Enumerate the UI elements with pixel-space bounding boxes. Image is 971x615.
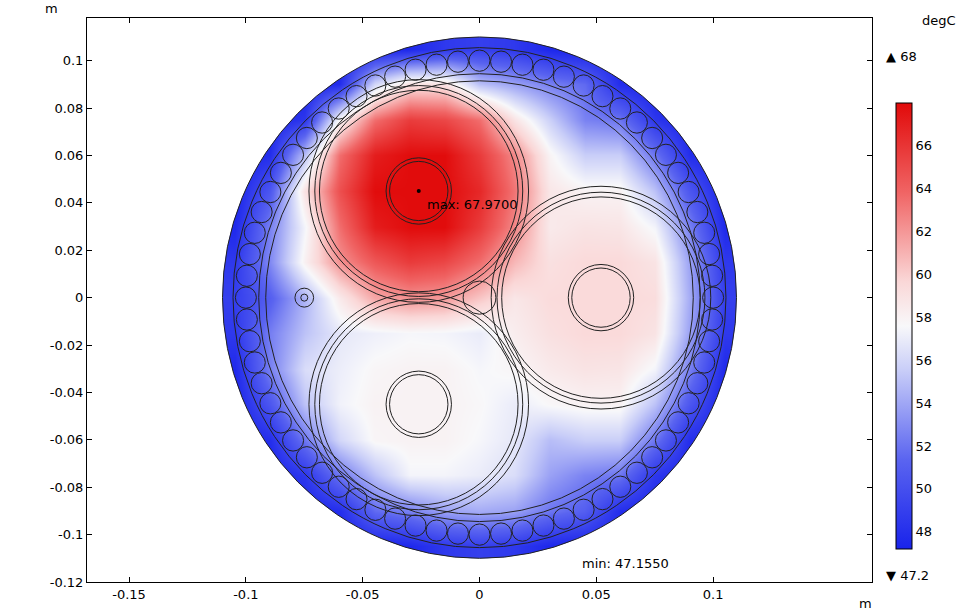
svg-text:60: 60 [916,267,933,282]
svg-text:50: 50 [916,481,933,496]
svg-text:m: m [859,596,872,611]
svg-text:▼ 47.2: ▼ 47.2 [886,568,929,583]
svg-text:66: 66 [916,138,933,153]
svg-text:max: 67.9700: max: 67.9700 [427,197,518,212]
svg-text:0.04: 0.04 [54,195,83,210]
svg-text:-0.04: -0.04 [50,385,84,400]
svg-text:-0.12: -0.12 [50,575,84,590]
svg-text:0.1: 0.1 [703,587,724,602]
svg-text:-0.06: -0.06 [50,432,84,447]
svg-text:-0.15: -0.15 [112,587,146,602]
svg-text:52: 52 [916,439,933,454]
svg-text:58: 58 [916,310,933,325]
svg-text:48: 48 [916,524,933,539]
svg-text:0.06: 0.06 [54,148,83,163]
svg-text:54: 54 [916,396,933,411]
svg-text:-0.08: -0.08 [50,480,84,495]
svg-text:degC: degC [922,13,956,28]
svg-text:0.08: 0.08 [54,101,83,116]
svg-text:0: 0 [475,587,483,602]
svg-text:0.1: 0.1 [63,53,84,68]
svg-text:64: 64 [916,181,933,196]
svg-text:-0.1: -0.1 [233,587,258,602]
svg-text:-0.1: -0.1 [58,527,83,542]
svg-text:-0.02: -0.02 [50,338,84,353]
svg-text:m: m [45,1,58,16]
svg-text:0.05: 0.05 [582,587,611,602]
svg-text:▲ 68: ▲ 68 [886,49,917,64]
svg-text:56: 56 [916,353,933,368]
svg-text:0.02: 0.02 [54,243,83,258]
svg-text:-0.05: -0.05 [346,587,380,602]
svg-text:min: 47.1550: min: 47.1550 [582,556,669,571]
svg-text:0: 0 [75,290,83,305]
svg-text:62: 62 [916,224,933,239]
